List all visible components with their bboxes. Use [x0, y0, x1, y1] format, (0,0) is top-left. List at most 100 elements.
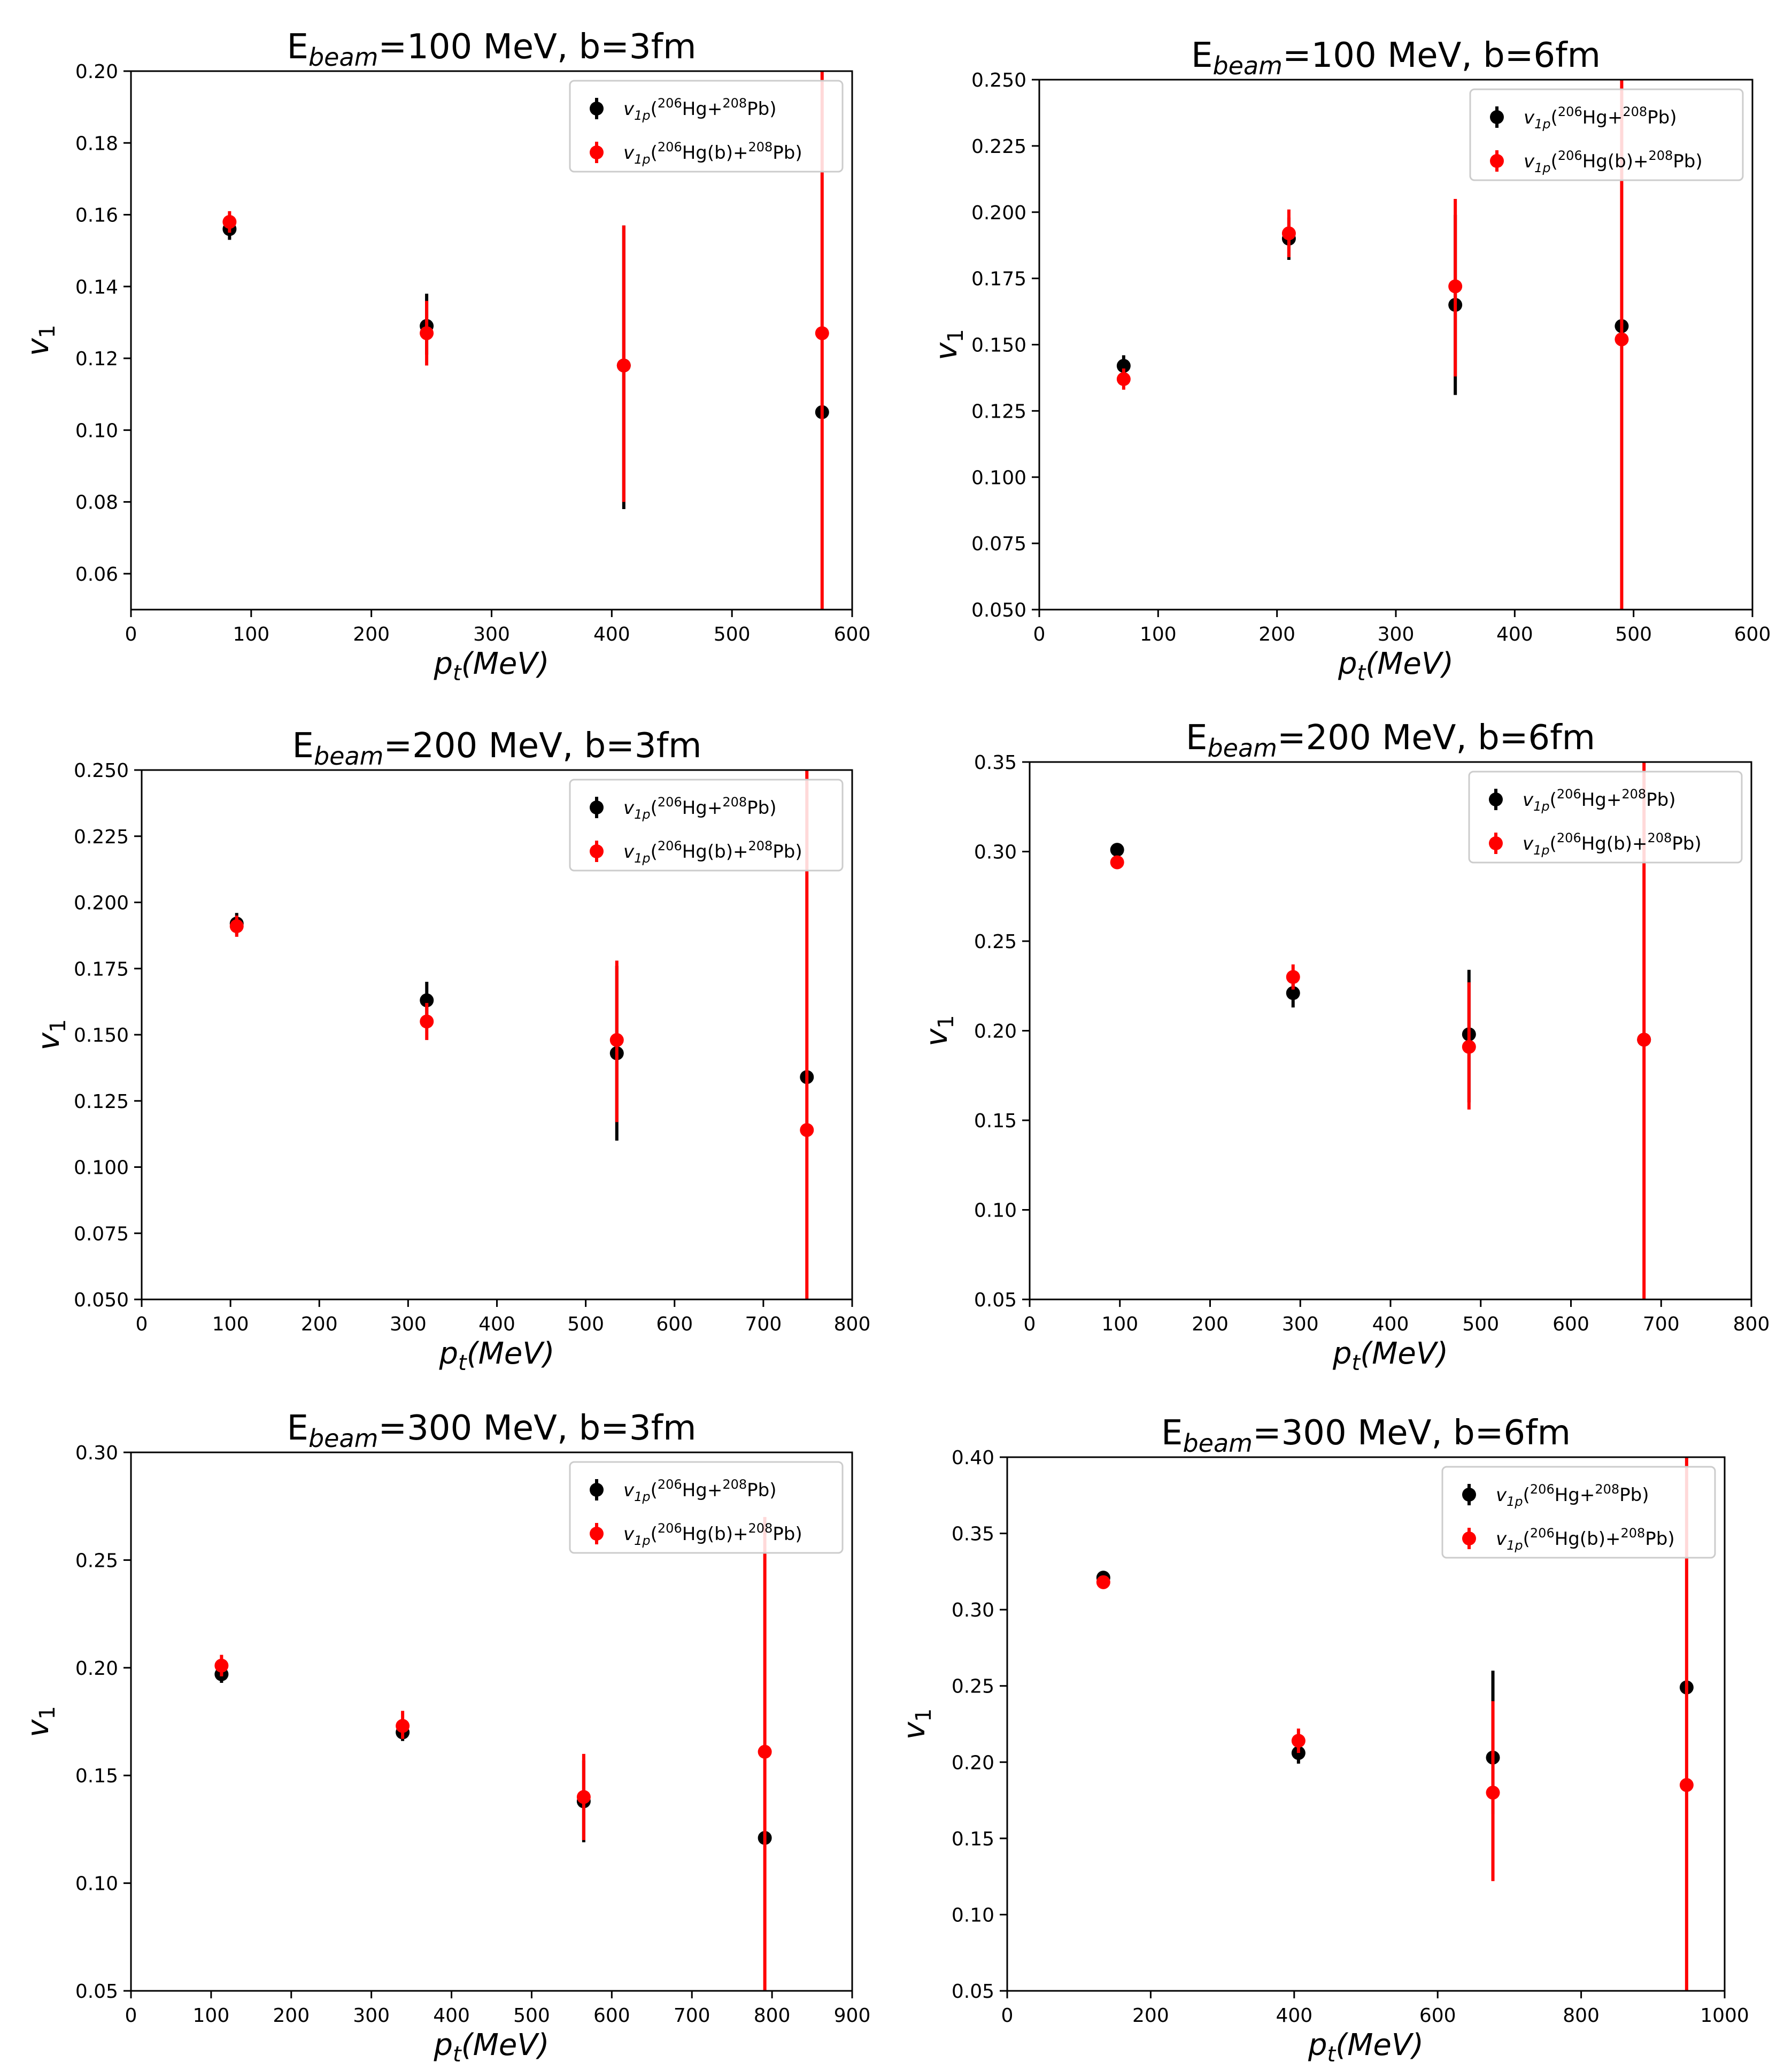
legend-label: v1p(206Hg(b)+208Pb) — [1496, 1526, 1675, 1553]
y-tick-label: 0.175 — [971, 268, 1026, 290]
xlabel-rest: (MeV) — [1335, 2028, 1424, 2063]
x-tick-label: 500 — [1615, 624, 1652, 645]
x-axis-label: pt(MeV) — [1332, 1336, 1448, 1375]
xlabel-main: p — [1308, 2028, 1327, 2063]
legend-mass-number: 206 — [1530, 1482, 1555, 1497]
x-tick-label: 800 — [834, 1313, 871, 1335]
xlabel-subscript: t — [453, 2042, 462, 2067]
legend-label: v1p(206Hg(b)+208Pb) — [623, 140, 802, 167]
x-tick-label: 100 — [233, 624, 269, 645]
title-subscript: beam — [1212, 51, 1283, 80]
x-tick-label: 800 — [1733, 1313, 1770, 1335]
legend-frame — [569, 1461, 844, 1554]
x-tick-label: 200 — [1132, 2005, 1169, 2027]
legend-element: Hg(b)+ — [1582, 151, 1649, 172]
chart-panel-5: Ebeam=300 MeV, b=3fm 0 100 200 300 400 500 600 7… — [21, 1409, 870, 2067]
ylabel-subscript: 1 — [35, 325, 60, 338]
legend-subscript: 1p — [1534, 160, 1551, 175]
legend-label: v1p(206Hg(b)+208Pb) — [1524, 148, 1703, 175]
legend-subscript: 1p — [1534, 117, 1551, 132]
legend-label: v1p(206Hg+208Pb) — [1524, 104, 1677, 132]
y-tick-label: 0.08 — [75, 492, 118, 514]
xlabel-rest: (MeV) — [1360, 1336, 1448, 1371]
x-tick-label: 500 — [714, 624, 751, 645]
x-tick-label: 300 — [390, 1313, 427, 1335]
legend-subscript: 1p — [634, 851, 651, 866]
legend-mass-number: 208 — [1648, 148, 1673, 163]
y-tick-label: 0.25 — [952, 1676, 994, 1698]
legend-element: Pb) — [1619, 1484, 1649, 1506]
chart-panel-3: Ebeam=200 MeV, b=3fm 0 100 200 300 400 500 600 7… — [32, 726, 870, 1375]
legend-subscript: 1p — [1507, 1494, 1523, 1509]
series-hg206-pb208 — [222, 218, 829, 510]
legend-subscript: 1p — [1507, 1538, 1523, 1553]
legend-v: v — [623, 142, 635, 164]
data-point — [222, 214, 237, 229]
data-point — [420, 326, 434, 341]
legend-v: v — [623, 1523, 635, 1545]
y-tick-label: 0.225 — [74, 826, 129, 848]
ylabel-subscript: 1 — [35, 1706, 60, 1719]
chart-title: Ebeam=300 MeV, b=3fm — [287, 1409, 697, 1453]
ylabel-main: v — [21, 1719, 56, 1737]
legend: v1p(206Hg+208Pb)v1p(206Hg(b)+208Pb) — [569, 80, 844, 173]
legend-element: Pb) — [747, 797, 776, 819]
x-tick-label: 400 — [593, 624, 630, 645]
y-axis-label: v1 — [897, 1709, 936, 1740]
legend-subscript: 1p — [1533, 799, 1550, 814]
x-tick-label: 700 — [674, 2005, 710, 2027]
legend-label: v1p(206Hg+208Pb) — [623, 1477, 777, 1504]
legend-marker — [590, 1527, 604, 1541]
chart-title: Ebeam=200 MeV, b=3fm — [292, 726, 702, 771]
legend-paren-open: ( — [651, 797, 658, 819]
legend-mass-number: 208 — [1623, 104, 1647, 119]
y-tick-label: 0.05 — [952, 1981, 994, 2003]
y-tick-label: 0.40 — [952, 1447, 994, 1469]
y-tick-label: 0.15 — [75, 1765, 118, 1787]
title-subscript: beam — [308, 1424, 379, 1453]
x-tick-label: 0 — [1033, 624, 1046, 645]
x-tick-label: 600 — [1734, 624, 1771, 645]
x-axis-label: pt(MeV) — [433, 2028, 549, 2067]
legend-element: Hg+ — [682, 98, 723, 120]
chart-title: Ebeam=100 MeV, b=6fm — [1191, 36, 1601, 80]
x-tick-label: 0 — [125, 624, 137, 645]
x-tick-label: 0 — [125, 2005, 137, 2027]
xlabel-rest: (MeV) — [1365, 647, 1454, 681]
xlabel-rest: (MeV) — [467, 1336, 555, 1371]
legend-marker — [1462, 1488, 1476, 1502]
data-point — [1110, 843, 1124, 857]
series-hg206b-pb208 — [214, 1517, 772, 1991]
chart-title: Ebeam=100 MeV, b=3fm — [287, 27, 697, 72]
legend-element: Hg+ — [1555, 1484, 1595, 1506]
data-point — [1286, 970, 1300, 984]
legend-frame — [1469, 88, 1744, 181]
title-subscript: beam — [314, 742, 384, 771]
legend-mass-number: 208 — [1647, 830, 1672, 845]
legend-frame — [569, 80, 844, 173]
y-tick-label: 0.06 — [75, 564, 118, 586]
title-rest: =100 MeV, b=6fm — [1283, 36, 1601, 75]
title-subscript: beam — [1207, 734, 1277, 763]
x-tick-label: 500 — [513, 2005, 550, 2027]
legend-v: v — [1524, 107, 1535, 128]
legend-marker — [1490, 110, 1504, 124]
legend-mass-number: 206 — [1530, 1526, 1555, 1541]
legend-frame — [569, 779, 844, 872]
y-axis-label: v1 — [21, 1706, 60, 1737]
legend-mass-number: 206 — [1557, 830, 1581, 845]
legend-v: v — [623, 98, 635, 120]
legend-element: Hg+ — [682, 797, 723, 819]
legend-element: Pb) — [1645, 1528, 1674, 1550]
x-axis-label: pt(MeV) — [1338, 647, 1454, 686]
y-tick-label: 0.18 — [75, 133, 118, 155]
legend: v1p(206Hg+208Pb)v1p(206Hg(b)+208Pb) — [1441, 1466, 1716, 1559]
legend-mass-number: 208 — [748, 1521, 773, 1536]
x-tick-label: 400 — [1276, 2005, 1312, 2027]
xlabel-subscript: t — [458, 1351, 467, 1375]
legend-v: v — [623, 1480, 635, 1501]
x-tick-label: 0 — [136, 1313, 148, 1335]
title-main: E — [1161, 1413, 1183, 1453]
data-point — [1462, 1040, 1476, 1054]
data-point — [1281, 226, 1296, 241]
